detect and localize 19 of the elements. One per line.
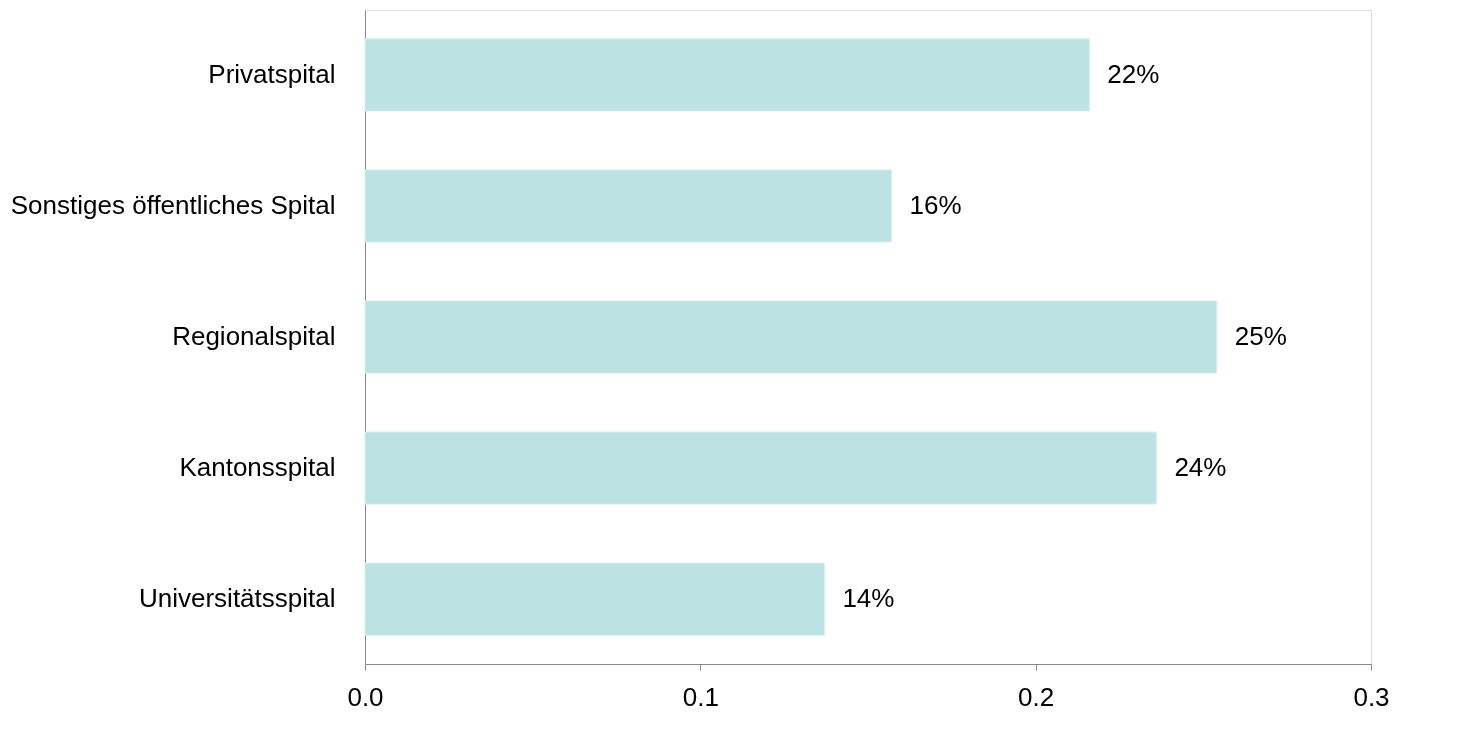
data-label: 25% [1234, 321, 1287, 351]
y-tick-label: Kantonsspital [179, 452, 336, 483]
y-tick-label: Regionalspital [172, 321, 336, 351]
bar [364, 562, 825, 636]
bar [364, 300, 1218, 374]
data-label: 14% [842, 583, 895, 614]
x-tick-label: 0.1 [682, 681, 719, 712]
bar [364, 38, 1090, 112]
y-tick-label: Privatspital [208, 58, 336, 89]
y-tick-label: Sonstiges öffentliches Spital [10, 189, 336, 220]
bar [364, 431, 1157, 505]
x-tick-label: 0.3 [1353, 681, 1390, 712]
x-tick-label: 0.2 [1018, 681, 1055, 712]
data-label: 16% [909, 189, 962, 220]
y-tick-label: Universitätsspital [138, 583, 336, 614]
x-tick-label: 0.0 [347, 681, 384, 712]
data-label: 24% [1174, 452, 1227, 483]
bar [364, 169, 892, 243]
data-label: 22% [1107, 58, 1160, 89]
